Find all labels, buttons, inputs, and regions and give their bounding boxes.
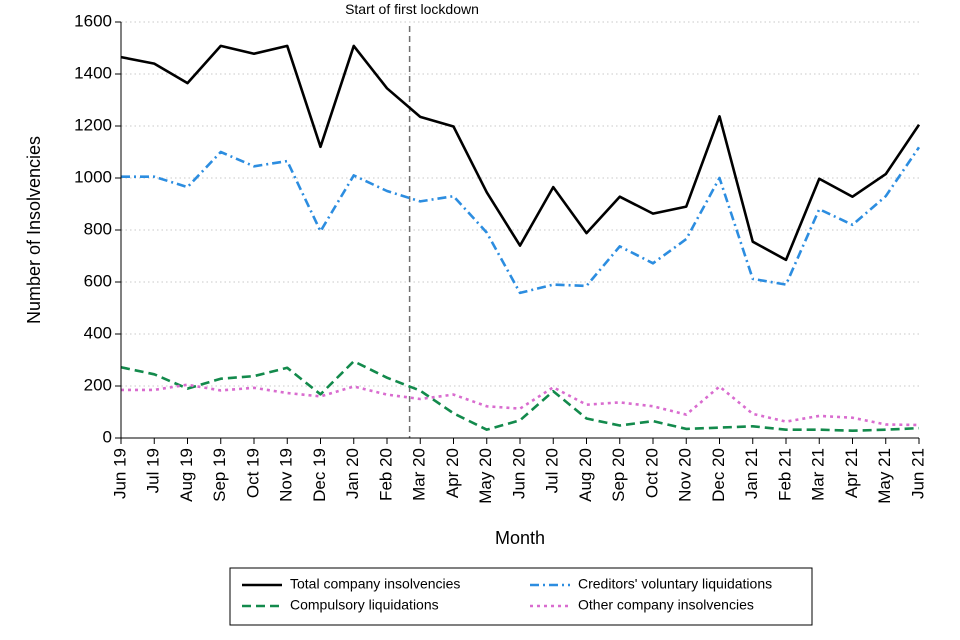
- y-tick-label: 1400: [74, 63, 112, 82]
- series-lines: [120, 44, 921, 433]
- x-tick-label: Jan 21: [742, 448, 761, 499]
- x-tick-label: Sep 20: [609, 448, 628, 502]
- y-axis-ticks: 0 200 400 600 800 1000 1200 1400 1600: [74, 11, 121, 446]
- x-tick-label: Feb 21: [775, 448, 794, 501]
- x-tick-label: Dec 19: [310, 448, 329, 502]
- x-tick-label: Jul 20: [543, 448, 562, 493]
- x-tick-label: Oct 20: [642, 448, 661, 498]
- y-tick-label: 400: [84, 323, 112, 342]
- x-tick-label: Aug 19: [177, 448, 196, 502]
- x-tick-label: Dec 20: [709, 448, 728, 502]
- x-tick-label: Sep 19: [210, 448, 229, 502]
- y-tick-label: 600: [84, 271, 112, 290]
- gridlines: [121, 21, 919, 387]
- y-tick-label: 0: [103, 427, 112, 446]
- lockdown-annotation: Start of first lockdown: [345, 1, 479, 17]
- legend: Total company insolvencies Creditors' vol…: [229, 567, 813, 626]
- legend-label-0: Total company insolvencies: [290, 576, 460, 592]
- x-tick-label: Oct 19: [243, 448, 262, 498]
- series-line-2: [120, 360, 920, 433]
- series-line-0: [120, 44, 921, 262]
- x-tick-label: Feb 20: [376, 448, 395, 501]
- series-line-1: [121, 146, 921, 295]
- y-tick-label: 1600: [74, 11, 112, 30]
- y-tick-label: 200: [84, 375, 112, 394]
- x-tick-label: Nov 20: [676, 448, 695, 502]
- legend-label-2: Compulsory liquidations: [290, 597, 439, 613]
- x-tick-label: May 21: [875, 448, 894, 504]
- x-tick-label: Nov 19: [277, 448, 296, 502]
- y-tick-label: 1000: [74, 167, 112, 186]
- x-tick-label: Apr 21: [842, 448, 861, 498]
- y-axis-title: Number of Insolvencies: [24, 136, 44, 324]
- y-tick-label: 1200: [74, 115, 112, 134]
- x-tick-label: Jul 19: [144, 448, 163, 493]
- x-tick-label: May 20: [476, 448, 495, 504]
- legend-label-3: Other company insolvencies: [578, 597, 754, 613]
- x-tick-label: Aug 20: [576, 448, 595, 502]
- x-axis-ticks: Jun 19 Jul 19 Aug 19 Sep 19 Oct 19 Nov 19 Dec …: [110, 438, 927, 504]
- legend-label-1: Creditors' voluntary liquidations: [578, 576, 772, 592]
- series-line-3: [121, 383, 920, 427]
- x-tick-label: Jun 20: [509, 448, 528, 499]
- x-tick-label: Mar 20: [410, 448, 429, 501]
- x-tick-label: Jun 19: [110, 448, 129, 499]
- x-tick-label: Jun 21: [908, 448, 927, 499]
- x-tick-label: Jan 20: [343, 448, 362, 499]
- x-tick-label: Mar 21: [809, 448, 828, 501]
- x-tick-label: Apr 20: [443, 448, 462, 498]
- y-tick-label: 800: [84, 219, 112, 238]
- x-axis-title: Month: [495, 528, 545, 548]
- legend-box: [229, 567, 813, 626]
